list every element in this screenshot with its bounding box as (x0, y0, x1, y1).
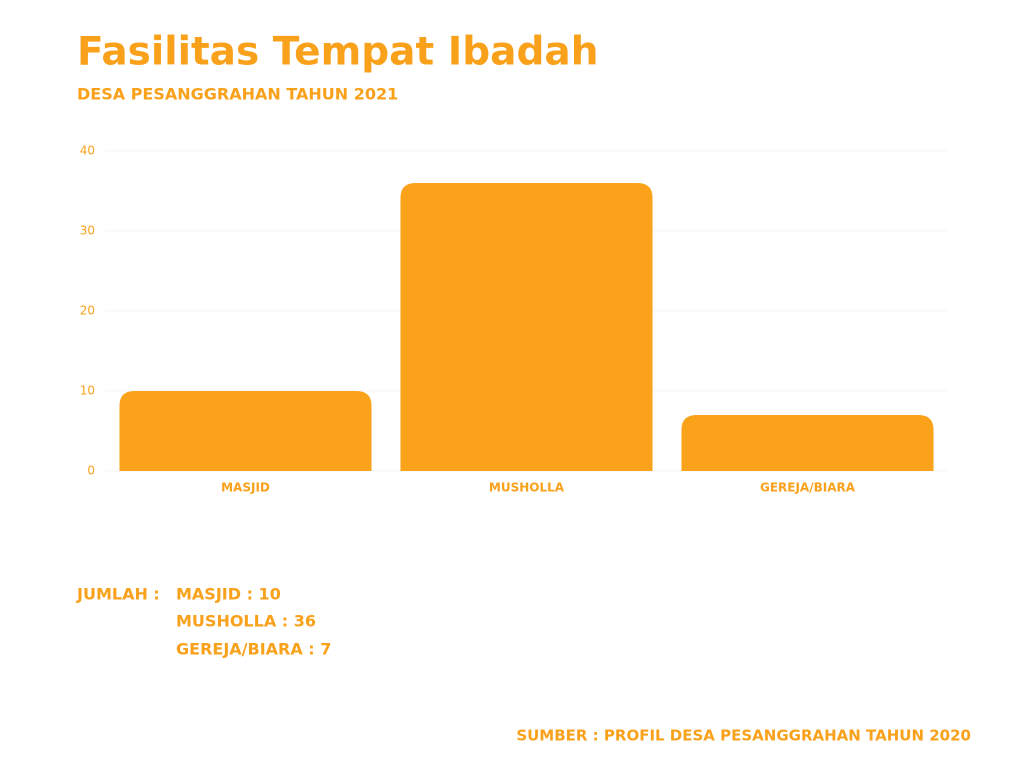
y-tick-label: 10 (80, 384, 95, 398)
chart-subtitle: DESA PESANGGRAHAN TAHUN 2021 (77, 85, 398, 104)
source-note: SUMBER : PROFIL DESA PESANGGRAHAN TAHUN … (516, 727, 971, 745)
bar (681, 415, 934, 471)
bar (119, 391, 372, 471)
y-tick-label: 0 (87, 464, 95, 478)
y-tick-label: 40 (80, 144, 95, 158)
y-tick-label: 30 (80, 224, 95, 238)
x-tick-label: GEREJA/BIARA (760, 481, 856, 495)
x-tick-label: MUSHOLLA (489, 481, 565, 495)
bar (400, 183, 653, 471)
summary-item: MUSHOLLA : 36 (176, 612, 316, 631)
chart-title: Fasilitas Tempat Ibadah (77, 30, 598, 75)
summary-item: GEREJA/BIARA : 7 (176, 640, 331, 659)
summary-item: MASJID : 10 (176, 585, 281, 604)
x-tick-label: MASJID (221, 481, 270, 495)
y-tick-label: 20 (80, 304, 95, 318)
summary-label: JUMLAH : (76, 585, 160, 604)
